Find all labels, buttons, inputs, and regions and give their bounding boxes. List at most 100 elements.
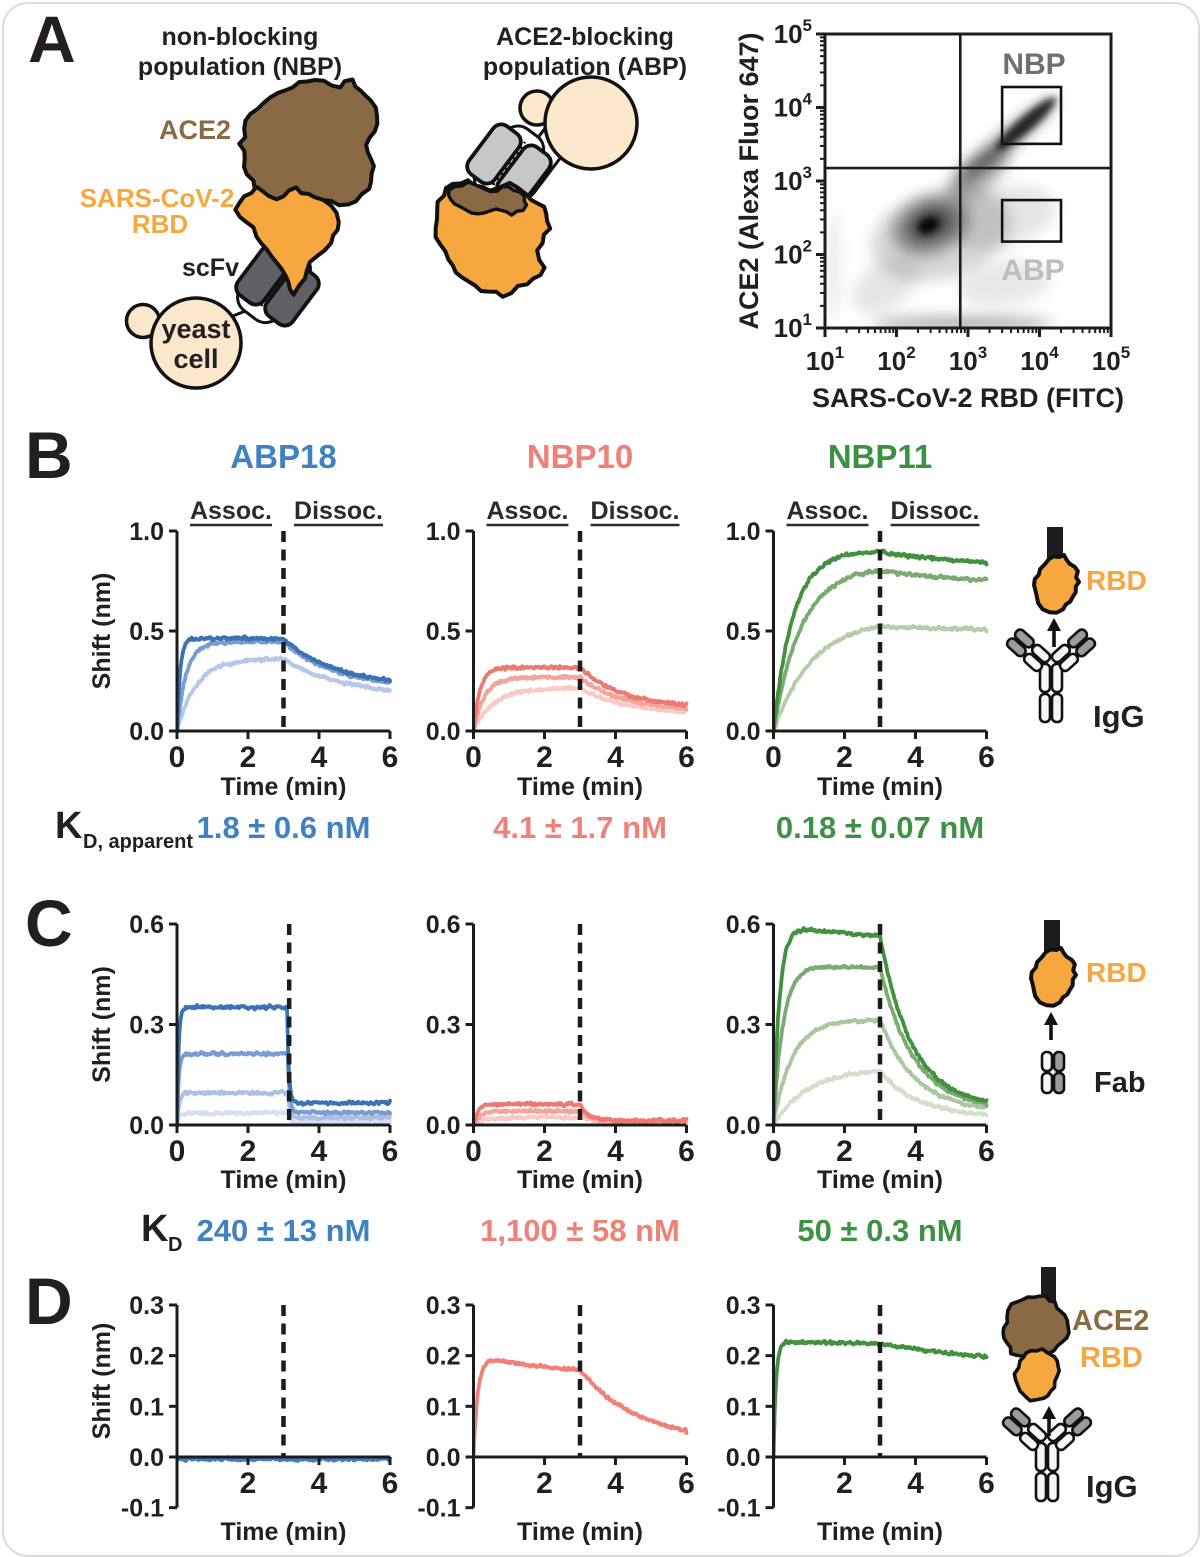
y-tick-label: 0.0 — [726, 718, 761, 746]
igg-antibody-part — [1050, 628, 1097, 673]
x-tick-label: 6 — [678, 1467, 695, 1500]
sensorgram-c1: 0.0 0.3 0.6 0 2 4 6 Time (min) Shift (nm) 240 ± 1… — [88, 911, 398, 1248]
y-tick-label: 0.6 — [726, 911, 761, 939]
abp-yeast-cartoon-part — [446, 180, 529, 217]
nbp-yeast-cartoon-part — [259, 262, 295, 307]
cell-density-cloud-part-part — [827, 210, 839, 321]
igg-antibody-part-part — [1063, 1407, 1085, 1428]
igg-antibody-part-part — [1009, 1407, 1031, 1428]
cell-density-cloud-part-part — [871, 314, 1058, 325]
icon-c-rbd-label: RBD — [1086, 957, 1147, 988]
fab-fragment-part — [1052, 1050, 1066, 1073]
y-tick-label: 0.0 — [129, 718, 164, 746]
x-axis-title: Time (min) — [817, 1166, 943, 1194]
flow-x-tick-label-part: 1 — [835, 343, 844, 362]
x-tick-label: 6 — [978, 741, 995, 774]
flow-y-tick-label: 102 — [774, 237, 812, 270]
nbp-diagram-title: non-blocking population (NBP) — [138, 23, 342, 81]
kd-value: 50 ± 0.3 nM — [797, 1213, 962, 1248]
igg-antibody-part — [1046, 1441, 1060, 1473]
igg-antibody-part-part — [1071, 1416, 1093, 1437]
flow-y-tick-label-part: 3 — [803, 163, 812, 182]
plot-title-ABP18: ABP18 — [230, 438, 336, 475]
y-tick-label: 0.6 — [426, 911, 461, 939]
flow-x-tick-label-part: 2 — [906, 343, 915, 362]
ace2-label: ACE2 — [159, 115, 231, 145]
flow-y-tick-label: 104 — [774, 90, 813, 123]
rbd-blob — [1029, 946, 1078, 1008]
y-tick-label: 0.1 — [426, 1393, 461, 1421]
flow-y-tick-label-part: 1 — [803, 310, 812, 329]
panel-c-label: C — [25, 886, 73, 960]
igg-antibody-part-part — [1026, 1422, 1048, 1443]
fab-fragment — [1040, 1050, 1066, 1095]
sensorgram-curve — [772, 1068, 989, 1128]
abp-gate-label: ABP — [1001, 254, 1064, 287]
x-axis-title: Time (min) — [221, 1518, 347, 1546]
yeast-cell-label-line1: yeast — [161, 314, 230, 344]
sensorgram-b1: ABP18 Assoc. Dissoc. 0.0 0.5 1.0 0 2 4 6 Time (min… — [88, 438, 398, 845]
kd-apparent-base: K — [55, 805, 83, 847]
igg-antibody-part-part — [1030, 643, 1052, 664]
igg-antibody — [1001, 1407, 1093, 1503]
rbd-blob — [1012, 1347, 1061, 1403]
x-axis-title: Time (min) — [517, 1518, 643, 1546]
sensorgram-curve — [472, 1100, 689, 1128]
x-tick-label: 0 — [169, 1135, 186, 1168]
dissoc-phase-label: Dissoc. — [294, 497, 383, 525]
flow-x-tick-label-part: 3 — [978, 343, 987, 362]
igg-antibody-part-part — [1058, 652, 1080, 673]
icon-d-rbd-label: RBD — [1080, 1342, 1143, 1374]
y-tick-label: 0.0 — [129, 1112, 164, 1140]
x-tick-label: 0 — [765, 1135, 782, 1168]
sensorgram-curve — [472, 674, 689, 734]
abp-yeast-cartoon-part — [465, 122, 523, 186]
y-tick-label: 0.0 — [129, 1444, 164, 1472]
y-tick-label: 0.5 — [129, 618, 164, 646]
y-axis-title: Shift (nm) — [88, 1323, 116, 1440]
igg-antibody-part — [1038, 662, 1052, 694]
sensorgram-plots: ABP18 Assoc. Dissoc. 0.0 0.5 1.0 0 2 4 6 Time (min… — [88, 438, 995, 1546]
y-tick-label: 0.0 — [726, 1444, 761, 1472]
y-tick-label: 0.3 — [426, 1292, 461, 1320]
fab-fragment-part — [1040, 1050, 1054, 1073]
flow-y-tick-label: 101 — [774, 310, 812, 343]
x-tick-label: 4 — [311, 741, 328, 774]
y-tick-label: -0.1 — [121, 1495, 164, 1523]
x-tick-label: 2 — [240, 1135, 257, 1168]
rbd-on-sensor-fab-icon-part — [1044, 1012, 1058, 1025]
flow-x-tick-label: 102 — [877, 343, 915, 376]
rbd-label: RBD — [132, 209, 188, 239]
assoc-phase-label: Assoc. — [786, 497, 868, 525]
abp-gate — [1000, 198, 1063, 243]
igg-antibody-part-part — [1013, 628, 1035, 649]
sensorgram-c3: 0.0 0.3 0.6 0 2 4 6 Time (min) 50 ± 0.3 nM — [726, 911, 995, 1248]
igg-antibody-part — [1034, 1441, 1048, 1473]
igg-antibody-part — [1050, 692, 1064, 724]
y-tick-label: 0.2 — [129, 1343, 164, 1371]
x-axis-title: Time (min) — [517, 1166, 643, 1194]
y-tick-label: 0.3 — [129, 1292, 164, 1320]
cell-density-cloud-part-part — [851, 258, 920, 313]
scfv-label: scFv — [182, 254, 239, 282]
ace2-rbd-on-sensor-igg-icon-part — [1042, 1406, 1056, 1419]
x-tick-label: 2 — [240, 741, 257, 774]
x-tick-label: 4 — [907, 1467, 924, 1500]
y-tick-label: 0.3 — [129, 1012, 164, 1040]
cell-density-cloud-part-part — [918, 217, 939, 234]
flow-x-tick-label-part: 4 — [1049, 343, 1059, 362]
x-tick-label: 2 — [536, 741, 553, 774]
y-tick-label: 0.3 — [726, 1292, 761, 1320]
x-tick-label: 4 — [907, 1135, 924, 1168]
sensorgram-d3: -0.1 0.0 0.1 0.2 0.3 2 4 6 Time (min) — [717, 1292, 994, 1546]
x-tick-label: 4 — [607, 1467, 624, 1500]
curves — [176, 634, 392, 734]
flow-x-tick-label: 104 — [1020, 343, 1059, 376]
x-tick-label: 0 — [765, 741, 782, 774]
panel-a-label: A — [28, 2, 76, 76]
igg-antibody-part — [1005, 628, 1052, 673]
sensorgram-curve — [176, 655, 392, 734]
kd-value: 0.18 ± 0.07 nM — [776, 810, 984, 845]
x-tick-label: 6 — [978, 1467, 995, 1500]
